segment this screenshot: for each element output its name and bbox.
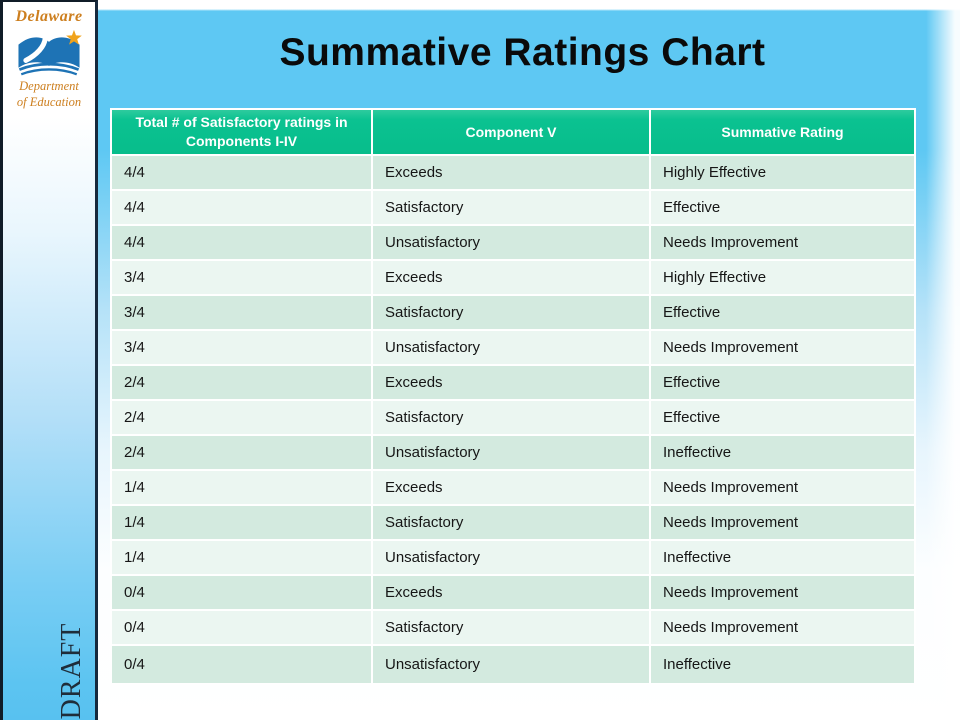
summative-ratings-table: Total # of Satisfactory ratings in Compo… <box>110 108 916 685</box>
table-row: 2/4 Exceeds Effective <box>112 366 914 399</box>
logo-department-text: Department of Education <box>16 79 82 109</box>
cell-satisfactory-count: 2/4 <box>112 401 371 434</box>
cell-component-v: Unsatisfactory <box>373 436 649 469</box>
cell-component-v: Satisfactory <box>373 401 649 434</box>
cell-satisfactory-count: 0/4 <box>112 611 371 644</box>
table-row: 4/4 Exceeds Highly Effective <box>112 156 914 189</box>
cell-component-v: Unsatisfactory <box>373 541 649 574</box>
cell-satisfactory-count: 4/4 <box>112 191 371 224</box>
cell-summative-rating: Highly Effective <box>651 156 914 189</box>
cell-component-v: Exceeds <box>373 576 649 609</box>
cell-summative-rating: Effective <box>651 401 914 434</box>
cell-satisfactory-count: 4/4 <box>112 156 371 189</box>
table-row: 2/4 Satisfactory Effective <box>112 401 914 434</box>
cell-summative-rating: Needs Improvement <box>651 471 914 504</box>
column-header-component-v: Component V <box>373 110 649 154</box>
cell-satisfactory-count: 3/4 <box>112 261 371 294</box>
cell-summative-rating: Ineffective <box>651 646 914 683</box>
cell-satisfactory-count: 2/4 <box>112 366 371 399</box>
cell-component-v: Exceeds <box>373 261 649 294</box>
right-edge-fade <box>926 0 960 720</box>
table-row: 0/4 Unsatisfactory Ineffective <box>112 646 914 683</box>
column-header-summative-rating: Summative Rating <box>651 110 914 154</box>
cell-satisfactory-count: 3/4 <box>112 296 371 329</box>
draft-watermark: DRAFT <box>56 622 87 720</box>
table-row: 0/4 Exceeds Needs Improvement <box>112 576 914 609</box>
open-book-logo-icon <box>18 29 82 76</box>
table-row: 4/4 Unsatisfactory Needs Improvement <box>112 226 914 259</box>
cell-component-v: Unsatisfactory <box>373 646 649 683</box>
ratings-table-body: 4/4 Exceeds Highly Effective 4/4 Satisfactor… <box>112 156 914 683</box>
doe-logo: Delaware Department of Education <box>4 8 94 110</box>
cell-satisfactory-count: 1/4 <box>112 506 371 539</box>
table-row: 3/4 Exceeds Highly Effective <box>112 261 914 294</box>
table-row: 1/4 Exceeds Needs Improvement <box>112 471 914 504</box>
column-header-satisfactory-count: Total # of Satisfactory ratings in Compo… <box>112 110 371 154</box>
table-row: 1/4 Unsatisfactory Ineffective <box>112 541 914 574</box>
table-row: 3/4 Unsatisfactory Needs Improvement <box>112 331 914 364</box>
cell-component-v: Satisfactory <box>373 296 649 329</box>
cell-component-v: Satisfactory <box>373 191 649 224</box>
cell-summative-rating: Effective <box>651 296 914 329</box>
cell-component-v: Exceeds <box>373 156 649 189</box>
table-row: 1/4 Satisfactory Needs Improvement <box>112 506 914 539</box>
cell-summative-rating: Needs Improvement <box>651 331 914 364</box>
page-title: Summative Ratings Chart <box>279 31 766 74</box>
cell-satisfactory-count: 3/4 <box>112 331 371 364</box>
cell-summative-rating: Needs Improvement <box>651 506 914 539</box>
cell-component-v: Unsatisfactory <box>373 331 649 364</box>
cell-satisfactory-count: 4/4 <box>112 226 371 259</box>
table-row: 0/4 Satisfactory Needs Improvement <box>112 611 914 644</box>
table-row: 3/4 Satisfactory Effective <box>112 296 914 329</box>
table-row: 4/4 Satisfactory Effective <box>112 191 914 224</box>
cell-satisfactory-count: 1/4 <box>112 541 371 574</box>
cell-summative-rating: Needs Improvement <box>651 576 914 609</box>
cell-summative-rating: Ineffective <box>651 541 914 574</box>
cell-component-v: Satisfactory <box>373 506 649 539</box>
cell-satisfactory-count: 1/4 <box>112 471 371 504</box>
table-header-row: Total # of Satisfactory ratings in Compo… <box>112 110 914 154</box>
cell-component-v: Unsatisfactory <box>373 226 649 259</box>
cell-component-v: Satisfactory <box>373 611 649 644</box>
left-sidebar-strip <box>0 0 98 720</box>
cell-summative-rating: Ineffective <box>651 436 914 469</box>
cell-satisfactory-count: 0/4 <box>112 576 371 609</box>
cell-component-v: Exceeds <box>373 366 649 399</box>
cell-satisfactory-count: 2/4 <box>112 436 371 469</box>
cell-satisfactory-count: 0/4 <box>112 646 371 683</box>
cell-summative-rating: Effective <box>651 191 914 224</box>
table-row: 2/4 Unsatisfactory Ineffective <box>112 436 914 469</box>
cell-summative-rating: Effective <box>651 366 914 399</box>
cell-component-v: Exceeds <box>373 471 649 504</box>
cell-summative-rating: Highly Effective <box>651 261 914 294</box>
cell-summative-rating: Needs Improvement <box>651 611 914 644</box>
logo-delaware-text: Delaware <box>15 8 83 25</box>
cell-summative-rating: Needs Improvement <box>651 226 914 259</box>
